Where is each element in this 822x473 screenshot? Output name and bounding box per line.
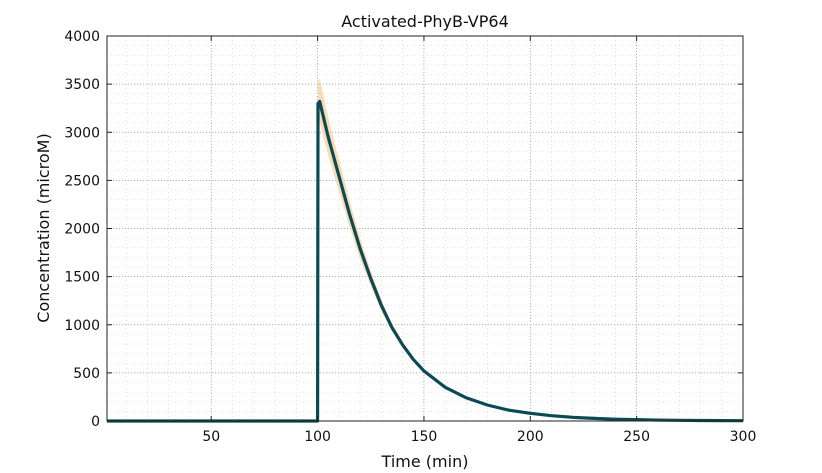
chart-title: Activated-PhyB-VP64 [341,12,509,31]
y-tick-label: 0 [91,414,100,430]
y-tick-label: 500 [73,366,100,382]
y-tick-label: 1500 [64,270,100,286]
y-tick-label: 3000 [64,125,100,141]
y-tick-label: 1000 [64,318,100,334]
x-tick-label: 100 [304,429,331,445]
y-tick-label: 4000 [64,29,100,45]
x-tick-label: 50 [202,429,220,445]
mean-line [107,99,744,423]
x-axis-ticks: 50 100 150 200 250 300 [202,36,756,445]
plot-area: 50 100 150 200 250 300 0 500 1000 1500 2000 2500 30… [64,29,756,445]
x-tick-label: 300 [730,429,757,445]
y-tick-label: 3500 [64,77,100,93]
y-tick-label: 2000 [64,222,100,238]
y-axis-ticks: 0 500 1000 1500 2000 2500 3000 3500 4000 [64,29,743,430]
x-tick-label: 150 [411,429,438,445]
y-axis-label: Concentration (microM) [34,133,53,322]
x-tick-label: 250 [623,429,650,445]
y-tick-label: 2500 [64,173,100,189]
x-tick-label: 200 [517,429,544,445]
x-axis-label: Time (min) [381,452,469,471]
